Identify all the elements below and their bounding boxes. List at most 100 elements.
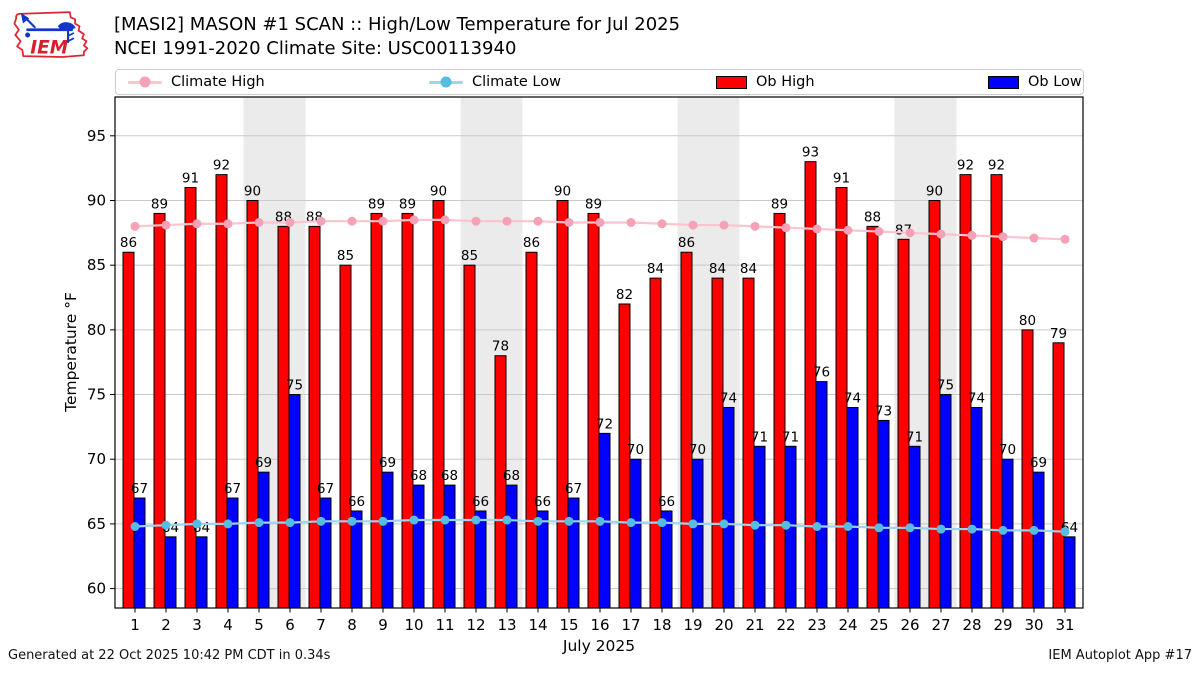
x-tick-label: 31 (1055, 616, 1074, 634)
climate-low-marker (347, 516, 357, 526)
x-tick-label: 10 (404, 616, 423, 634)
x-tick-label: 11 (435, 616, 454, 634)
weathervane-icon (20, 12, 76, 44)
y-tick-label: 70 (87, 450, 106, 468)
ob-high-bar (556, 199, 569, 609)
ob-low-value-label: 69 (379, 455, 396, 471)
chart-legend: Climate High Climate Low Ob High Ob Low (115, 69, 1084, 95)
climate-low-marker (130, 521, 140, 531)
climate-low-marker (502, 515, 512, 525)
climate-high-marker (471, 216, 481, 226)
legend-swatch-ob-low (988, 75, 1019, 89)
climate-low-marker (161, 520, 171, 530)
legend-entry-climate-low: Climate Low (429, 70, 561, 94)
plot-border (114, 96, 1084, 609)
x-tick-label: 23 (807, 616, 826, 634)
climate-high-marker (843, 225, 853, 235)
x-tick-label: 26 (900, 616, 919, 634)
climate-high-marker (874, 227, 884, 237)
ob-low-bar (815, 381, 828, 609)
y-tick-label: 95 (87, 127, 106, 145)
x-tick-label: 21 (745, 616, 764, 634)
climate-high-marker (409, 215, 419, 225)
ob-low-bar (877, 419, 890, 609)
x-axis-title: July 2025 (562, 637, 635, 655)
climate-high-marker (998, 232, 1008, 242)
x-tick-label: 5 (254, 616, 264, 634)
ob-high-bar (711, 277, 724, 609)
climate-high-marker (440, 215, 450, 225)
x-tick-label: 22 (776, 616, 795, 634)
ob-high-value-label: 85 (461, 248, 478, 264)
climate-high-marker (936, 229, 946, 239)
ob-low-value-label: 68 (503, 468, 520, 484)
ob-low-value-label: 69 (255, 455, 272, 471)
ob-high-bar (680, 251, 693, 609)
ob-low-value-label: 75 (937, 378, 954, 394)
ob-low-value-label: 74 (720, 390, 737, 406)
legend-label-climate-high: Climate High (171, 74, 265, 90)
ob-low-bar (1032, 471, 1045, 609)
x-tick-label: 16 (590, 616, 609, 634)
y-tick-label: 80 (87, 321, 106, 339)
x-tick-label: 17 (621, 616, 640, 634)
generated-timestamp: Generated at 22 Oct 2025 10:42 PM CDT in… (8, 648, 331, 663)
climate-high-marker (285, 217, 295, 227)
climate-low-marker (192, 519, 202, 529)
temperature-chart: 6065707580859095866789649164926790698875… (62, 96, 1084, 655)
ob-low-value-label: 70 (689, 442, 706, 458)
climate-high-marker (967, 230, 977, 240)
x-tick-label: 7 (316, 616, 326, 634)
ob-high-bar (773, 212, 786, 609)
climate-low-marker (936, 524, 946, 534)
ob-low-bar (1063, 536, 1076, 609)
climate-high-marker (1060, 234, 1070, 244)
legend-label-climate-low: Climate Low (472, 74, 561, 90)
climate-low-marker (688, 519, 698, 529)
ob-high-value-label: 79 (1050, 326, 1067, 342)
ob-high-bar (308, 225, 321, 609)
x-tick-label: 29 (993, 616, 1012, 634)
climate-high-marker (378, 216, 388, 226)
ob-high-bar (215, 174, 228, 609)
ob-low-bar (381, 471, 394, 609)
legend-entry-climate-high: Climate High (128, 70, 265, 94)
climate-low-marker (657, 518, 667, 528)
ob-high-value-label: 91 (182, 171, 199, 187)
climate-high-marker (750, 221, 760, 231)
climate-low-marker (564, 516, 574, 526)
climate-low-marker (905, 523, 915, 533)
ob-low-bar (257, 471, 270, 609)
x-tick-label: 27 (931, 616, 950, 634)
climate-low-marker (812, 521, 822, 531)
climate-low-marker (626, 518, 636, 528)
climate-high-marker (192, 219, 202, 229)
ob-low-value-label: 75 (286, 378, 303, 394)
x-tick-label: 1 (130, 616, 140, 634)
app-credit: IEM Autoplot App #17 (1048, 648, 1192, 663)
ob-low-bar (505, 484, 518, 609)
ob-high-value-label: 84 (647, 261, 664, 277)
ob-high-value-label: 88 (864, 209, 881, 225)
ob-low-bar (691, 458, 704, 609)
climate-high-marker (564, 217, 574, 227)
x-tick-label: 4 (223, 616, 233, 634)
x-tick-label: 13 (497, 616, 516, 634)
plot-area: 60 65 70 75 80 85 90 95 86 67 89 64 91 64 92 67 90 69 88 75… (60, 90, 1120, 669)
legend-entry-ob-high: Ob High (716, 70, 815, 94)
climate-low-marker (471, 515, 481, 525)
y-tick-label: 60 (87, 580, 106, 598)
ob-low-value-label: 67 (224, 481, 241, 497)
y-tick-label: 75 (87, 386, 106, 404)
y-axis-title: Temperature °F (62, 292, 80, 413)
x-tick-label: 19 (683, 616, 702, 634)
ob-low-bar (970, 406, 983, 609)
climate-high-marker (223, 219, 233, 229)
climate-low-marker (595, 516, 605, 526)
climate-high-marker (254, 217, 264, 227)
ob-high-value-label: 86 (120, 235, 137, 251)
ob-low-bar (195, 536, 208, 609)
climate-low-marker (874, 523, 884, 533)
ob-high-value-label: 80 (1019, 313, 1036, 329)
